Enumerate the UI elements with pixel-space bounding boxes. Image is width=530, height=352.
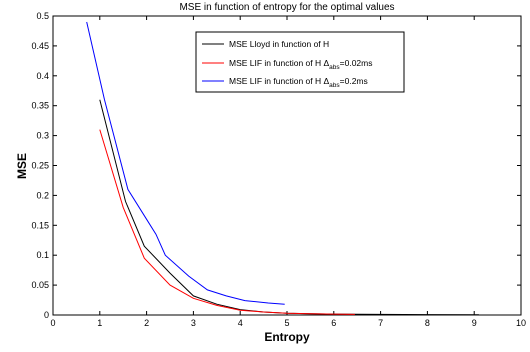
x-tick-label: 2 bbox=[144, 318, 149, 328]
y-tick-label: 0.4 bbox=[36, 71, 49, 81]
x-axis-label: Entropy bbox=[264, 330, 310, 344]
x-tick-label: 8 bbox=[425, 318, 430, 328]
y-tick-label: 0.3 bbox=[36, 131, 49, 141]
y-tick-label: 0.1 bbox=[36, 250, 49, 260]
y-tick-label: 0.15 bbox=[31, 220, 49, 230]
x-tick-label: 10 bbox=[516, 318, 526, 328]
y-tick-label: 0.45 bbox=[31, 41, 49, 51]
y-axis-label: MSE bbox=[15, 153, 29, 179]
y-tick-label: 0.5 bbox=[36, 11, 49, 21]
x-tick-label: 5 bbox=[284, 318, 289, 328]
x-tick-label: 0 bbox=[50, 318, 55, 328]
chart-title: MSE in function of entropy for the optim… bbox=[179, 2, 394, 13]
x-tick-label: 3 bbox=[191, 318, 196, 328]
y-tick-label: 0.2 bbox=[36, 190, 49, 200]
x-tick-label: 1 bbox=[97, 318, 102, 328]
legend-label-1: MSE Lloyd in function of H bbox=[229, 39, 329, 49]
x-tick-label: 6 bbox=[331, 318, 336, 328]
x-tick-label: 9 bbox=[472, 318, 477, 328]
x-tick-label: 7 bbox=[378, 318, 383, 328]
y-tick-label: 0.35 bbox=[31, 101, 49, 111]
y-tick-label: 0.25 bbox=[31, 161, 49, 171]
y-tick-label: 0.05 bbox=[31, 280, 49, 290]
y-tick-label: 0 bbox=[44, 310, 49, 320]
x-tick-label: 4 bbox=[238, 318, 243, 328]
